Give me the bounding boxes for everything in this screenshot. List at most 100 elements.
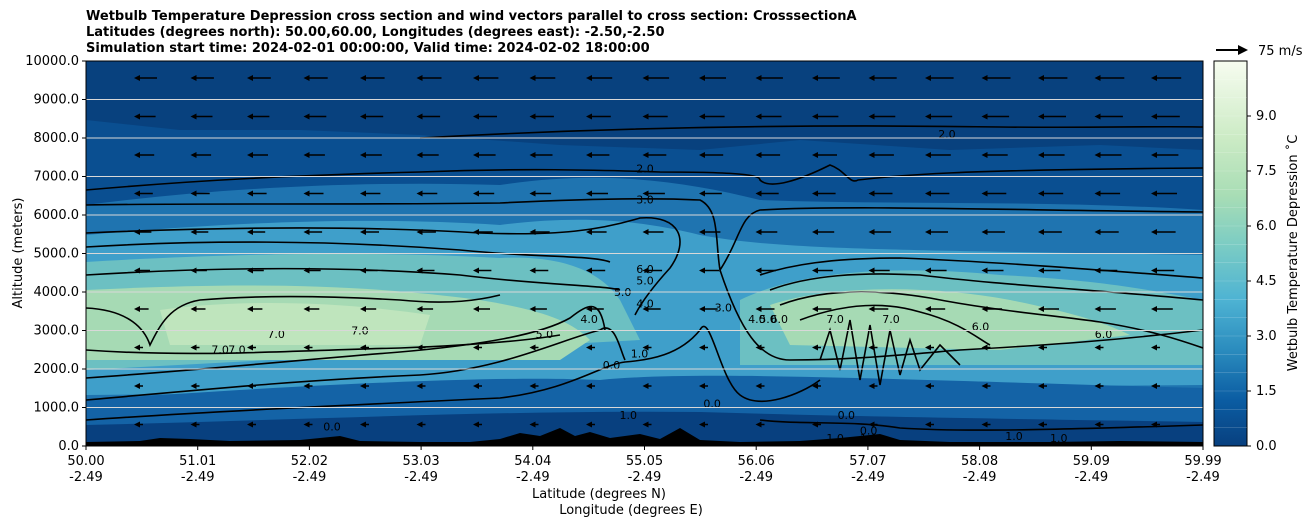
wind-vector — [925, 152, 951, 158]
colorbar-gradient — [1213, 60, 1248, 447]
contour-label: 0.0 — [860, 424, 878, 437]
wind-vector — [247, 421, 256, 428]
wind-vector — [642, 152, 667, 158]
wind-vector — [699, 190, 722, 197]
y-tick-label: 5000.0 — [34, 247, 80, 262]
contour-label: 0.0 — [838, 409, 856, 422]
wind-vector — [529, 113, 554, 120]
wind-vector — [642, 229, 664, 235]
x-axis-label: Latitude (degrees N) — [532, 487, 666, 502]
wind-vector — [981, 267, 1004, 274]
wind-vector — [1151, 75, 1182, 81]
wind-key: 75 m/s — [1216, 44, 1303, 59]
wind-vector — [981, 421, 991, 428]
wind-vector — [1094, 113, 1123, 120]
wind-vector — [755, 344, 765, 351]
wind-vector — [981, 152, 1008, 158]
wind-vector — [190, 344, 200, 351]
wind-vector — [1038, 152, 1065, 158]
fill-core-pale — [160, 303, 430, 345]
contour-label: 5.0 — [536, 328, 554, 341]
contour-label: 1.0 — [620, 409, 638, 422]
contour-5-west — [86, 241, 611, 263]
x-tick-label-lon: -2.49 — [404, 470, 438, 485]
wind-vector — [812, 229, 835, 235]
wind-vector — [868, 190, 893, 197]
wind-vector — [190, 383, 200, 389]
wind-vector — [1094, 229, 1119, 235]
wind-vector — [812, 383, 821, 389]
wind-vector — [1038, 306, 1059, 312]
wind-vector — [473, 229, 493, 235]
wind-vector — [360, 267, 378, 274]
contour-0-low — [759, 419, 1203, 431]
wind-vector — [699, 267, 719, 274]
wind-vector — [586, 152, 610, 158]
wind-vector — [247, 75, 271, 81]
contour-4-low — [86, 327, 626, 401]
x-tick-label-lon: -2.49 — [963, 470, 997, 485]
y-tick-label: 1000.0 — [34, 401, 80, 416]
wind-vector — [925, 306, 946, 312]
wind-vector — [925, 421, 934, 428]
contour-4-east — [759, 257, 1203, 279]
wind-vector — [586, 190, 608, 197]
wind-vector — [699, 113, 725, 120]
wind-vector — [303, 383, 313, 389]
contour-label: 2.0 — [636, 163, 654, 176]
wind-vector — [416, 113, 441, 120]
x-axis: 50.00-2.4951.01-2.4952.02-2.4953.03-2.49… — [67, 446, 1222, 485]
wind-vector — [642, 113, 668, 120]
wind-vector — [755, 152, 781, 158]
colorbar-tick-label: 0.0 — [1256, 439, 1277, 454]
contour-label: 2.0 — [938, 128, 956, 141]
wind-vector — [812, 190, 836, 197]
fill-core-green-east — [770, 289, 1130, 350]
wind-vector — [360, 383, 369, 389]
wind-vector — [586, 229, 607, 235]
wind-vector — [303, 421, 313, 428]
wind-vector — [586, 75, 613, 81]
wind-vector — [303, 344, 313, 351]
wind-vector — [360, 75, 385, 81]
contour-label: 0.0 — [703, 398, 721, 411]
wind-vector — [755, 421, 765, 428]
wind-vector — [1151, 190, 1177, 197]
wind-vector — [586, 383, 595, 389]
y-tick-label: 10000.0 — [25, 54, 79, 69]
wind-vector — [529, 383, 539, 389]
contour-2-upper — [419, 125, 1203, 139]
wind-vector — [416, 229, 436, 235]
wind-vector — [699, 152, 724, 158]
wind-vector — [134, 306, 149, 312]
wind-vector — [642, 421, 652, 428]
x-tick-label-lon: -2.49 — [1186, 470, 1220, 485]
wind-vector — [586, 267, 606, 274]
contour-label: 1.0 — [860, 432, 878, 445]
wind-vector — [586, 344, 595, 351]
wind-vector — [247, 152, 268, 158]
wind-vector — [529, 421, 539, 428]
fill-surface-dark — [86, 411, 1203, 446]
wind-vector — [360, 152, 382, 158]
wind-vector — [134, 190, 153, 197]
contour-label: 1.0 — [631, 347, 649, 360]
wind-vector — [303, 229, 323, 235]
wind-vector — [1038, 421, 1047, 428]
y-tick-label: 8000.0 — [34, 131, 80, 146]
x-axis-label-2: Longitude (degrees E) — [559, 503, 703, 518]
contour-label: 1.0 — [1005, 430, 1023, 443]
contour-label: 7.0 — [267, 328, 285, 341]
wind-vector — [247, 113, 270, 120]
wind-vector — [1094, 344, 1104, 351]
title-line-2: Latitudes (degrees north): 50.00,60.00, … — [86, 25, 665, 40]
wind-vector — [473, 113, 497, 120]
y-axis-label: Altitude (meters) — [11, 198, 26, 309]
contour-label: 4.0 — [636, 297, 654, 310]
wind-vector — [1038, 229, 1062, 235]
wind-vector — [190, 190, 210, 197]
wind-vector — [473, 421, 482, 428]
wind-vector — [699, 306, 718, 312]
x-tick-label-lon: -2.49 — [739, 470, 773, 485]
